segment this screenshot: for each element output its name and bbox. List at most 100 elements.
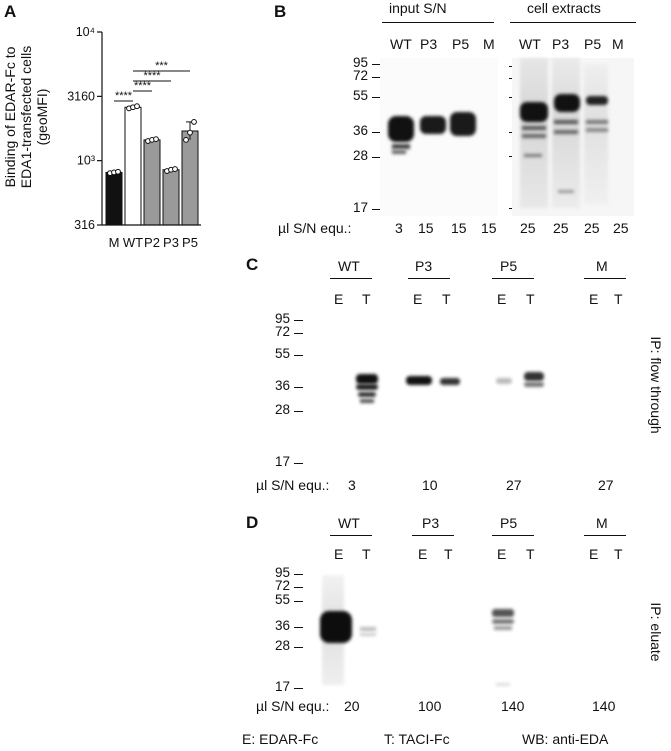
band xyxy=(360,627,376,631)
band xyxy=(388,116,414,142)
group-rule xyxy=(330,278,372,280)
equ-b-7: 25 xyxy=(584,220,600,236)
band xyxy=(558,190,574,193)
mw-tick xyxy=(372,64,381,66)
mw-b-36: 36 xyxy=(352,123,368,138)
band xyxy=(320,611,352,643)
equ-c-1: 3 xyxy=(348,477,356,493)
mw-tick xyxy=(372,97,381,99)
significance-label: *** xyxy=(155,60,169,72)
mw-d-72: 72 xyxy=(274,578,290,593)
equ-label-d: µl S/N equ.: xyxy=(256,698,330,714)
panel-a-letter: A xyxy=(4,2,17,21)
group-rule xyxy=(330,535,372,537)
mw-tick xyxy=(372,132,381,134)
lane-b-2: P3 xyxy=(420,36,438,52)
lane-b-1: WT xyxy=(390,36,412,52)
significance-label: **** xyxy=(134,80,152,92)
sublane-t: T xyxy=(444,546,453,562)
legend-wb: WB: anti-EDA xyxy=(522,731,609,747)
blot-c xyxy=(306,310,640,472)
band xyxy=(586,120,608,124)
group-rule xyxy=(412,535,454,537)
mw-b-17: 17 xyxy=(352,200,368,215)
y-tick-label: 10⁴ xyxy=(76,25,95,39)
mw-d-95: 95 xyxy=(274,565,290,580)
equ-b-1: 3 xyxy=(395,220,403,236)
mw-tick xyxy=(294,574,303,576)
equ-d-2: 100 xyxy=(418,698,442,714)
bar-p5 xyxy=(181,130,199,226)
mw-c-36: 36 xyxy=(274,378,290,393)
band xyxy=(520,102,548,122)
band xyxy=(440,378,460,385)
band xyxy=(356,384,378,390)
band xyxy=(524,382,544,387)
sublane-t: T xyxy=(526,291,535,307)
equ-c-4: 27 xyxy=(598,477,614,493)
y-tick-label: 316 xyxy=(74,218,95,232)
equ-d-4: 140 xyxy=(592,698,616,714)
mw-tick xyxy=(294,627,303,629)
mw-c-28: 28 xyxy=(274,402,290,417)
category-label-wt: WT xyxy=(123,235,143,250)
equ-label-c: µl S/N equ.: xyxy=(256,477,330,493)
lane-b-6: P3 xyxy=(552,36,570,52)
mw-tick xyxy=(294,333,303,335)
sublane-t: T xyxy=(362,546,371,562)
header-cell-extracts: cell extracts xyxy=(527,0,601,16)
lane-b-3: P5 xyxy=(452,36,470,52)
data-point xyxy=(172,166,178,172)
significance-label: **** xyxy=(115,90,133,102)
mw-d-36: 36 xyxy=(274,618,290,633)
mw-c-17: 17 xyxy=(274,454,290,469)
mw-b-72: 72 xyxy=(352,68,368,83)
sublane-e: E xyxy=(334,291,344,307)
mw-d-55: 55 xyxy=(274,592,290,607)
y-tick-label: 3160 xyxy=(67,89,95,103)
band xyxy=(492,609,514,617)
mw-d-17: 17 xyxy=(274,679,290,694)
band xyxy=(554,130,578,134)
lane-smear xyxy=(584,64,608,204)
group-rule xyxy=(492,278,534,280)
category-label-p3: P3 xyxy=(163,235,179,250)
sublane-e: E xyxy=(497,291,507,307)
y-tick-label: 10³ xyxy=(77,154,95,168)
band xyxy=(492,619,514,624)
sublane-e: E xyxy=(497,546,507,562)
bar-p3 xyxy=(162,169,180,226)
band xyxy=(392,150,406,154)
sublane-t: T xyxy=(614,291,623,307)
band xyxy=(360,399,374,403)
mw-tick xyxy=(372,157,381,159)
mw-tick xyxy=(294,601,303,603)
blot-d xyxy=(306,565,640,695)
sublane-t: T xyxy=(362,291,371,307)
sublane-t: T xyxy=(614,546,623,562)
mw-b-28: 28 xyxy=(352,148,368,163)
header-input-sn: input S/N xyxy=(389,0,447,16)
bar-p2 xyxy=(143,139,161,226)
mw-tick xyxy=(294,387,303,389)
mw-d-28: 28 xyxy=(274,638,290,653)
band xyxy=(358,392,376,397)
mw-c-72: 72 xyxy=(274,324,290,339)
band xyxy=(522,126,546,130)
group-rule xyxy=(584,278,626,280)
equ-b-2: 15 xyxy=(418,220,434,236)
band xyxy=(522,134,546,138)
equ-c-3: 27 xyxy=(506,477,522,493)
group-d-p3: P3 xyxy=(422,515,440,531)
band xyxy=(494,626,512,630)
equ-b-5: 25 xyxy=(520,220,536,236)
band xyxy=(450,112,476,136)
panel-c-letter: C xyxy=(246,255,259,274)
band xyxy=(392,144,410,149)
mw-tick xyxy=(294,320,303,322)
panel-a-ylabel: Binding of EDAR-Fc to EDA1-transfected c… xyxy=(2,12,50,222)
equ-b-4: 15 xyxy=(481,220,497,236)
ylabel-line-3: (geoMFI) xyxy=(34,88,50,146)
significance-label: **** xyxy=(143,70,161,82)
